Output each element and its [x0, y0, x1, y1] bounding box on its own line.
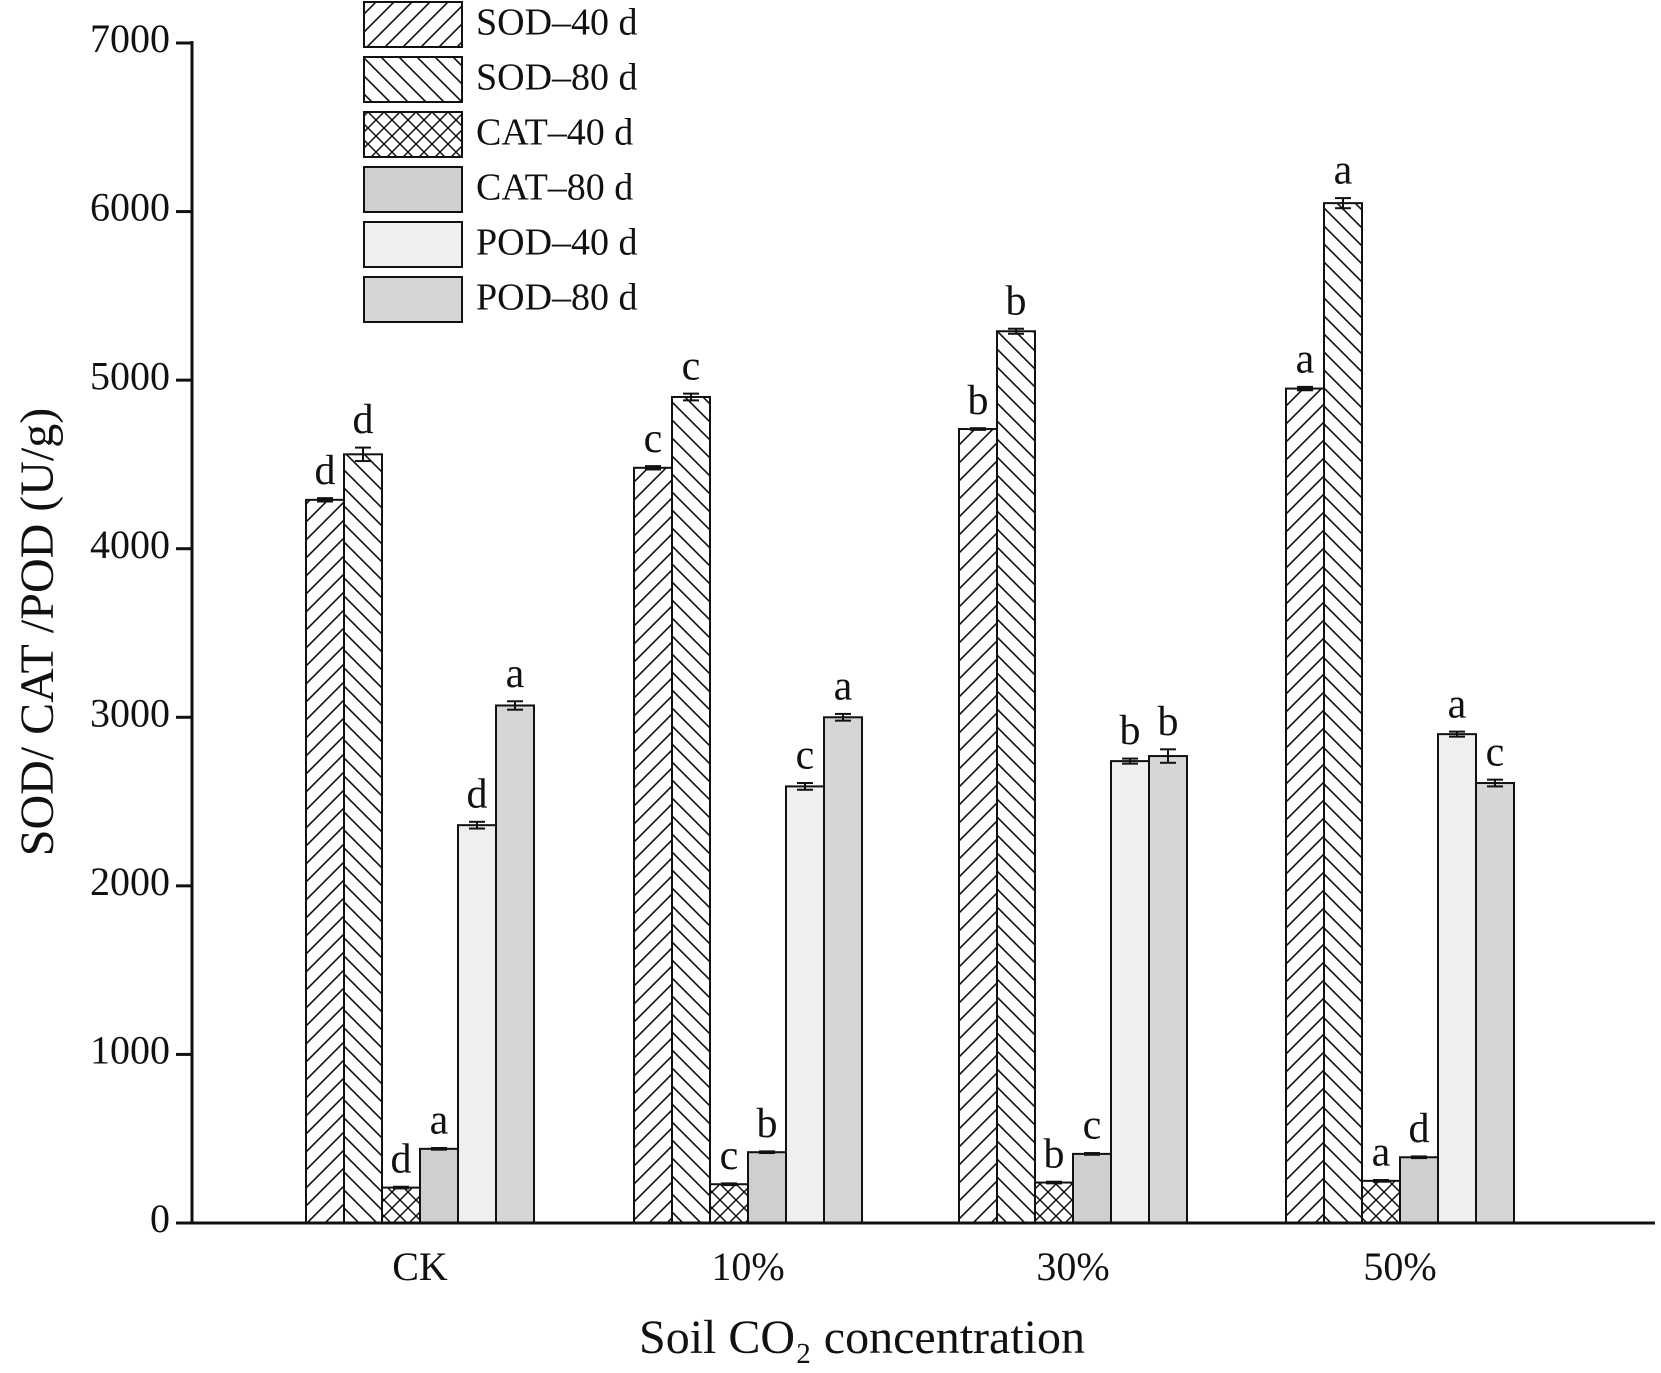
bar [785, 785, 825, 1225]
error-bar [970, 427, 986, 431]
error-bar [683, 392, 699, 402]
bar [1285, 387, 1325, 1225]
bar [1148, 755, 1188, 1224]
bar [419, 1147, 459, 1225]
significance-letter: d [353, 397, 374, 443]
bar [495, 704, 535, 1224]
y-tick-label: 3000 [90, 690, 170, 735]
bar [709, 1183, 749, 1224]
significance-letter: a [1372, 1130, 1391, 1176]
bar [1399, 1156, 1439, 1225]
bar [1034, 1181, 1074, 1224]
significance-letter: a [1334, 148, 1353, 194]
significance-letter: b [1158, 699, 1179, 745]
error-bar [1084, 1152, 1100, 1156]
legend-swatch [363, 221, 463, 268]
y-tick-label: 4000 [90, 522, 170, 567]
significance-letter: c [720, 1133, 739, 1179]
bar [823, 716, 863, 1224]
error-bar [1008, 327, 1024, 335]
error-bar [469, 820, 485, 830]
legend-swatch [363, 276, 463, 323]
error-bar [1046, 1180, 1062, 1185]
y-tick-label: 1000 [90, 1028, 170, 1073]
error-bar [317, 497, 333, 503]
bar [747, 1151, 787, 1224]
legend-label: CAT–40 d [476, 112, 633, 154]
significance-letter: c [1486, 729, 1505, 775]
error-bar [1373, 1179, 1389, 1183]
bar [1475, 782, 1515, 1224]
legend-label: POD–80 d [476, 277, 638, 319]
significance-letter: b [1006, 278, 1027, 324]
significance-letter: b [757, 1101, 778, 1147]
bar [633, 466, 673, 1224]
bar [958, 428, 998, 1224]
significance-letter: a [1296, 337, 1315, 383]
significance-letter: d [1409, 1106, 1430, 1152]
error-bar [1449, 730, 1465, 738]
legend-label: SOD–40 d [476, 2, 638, 44]
significance-letter: c [796, 733, 815, 779]
y-tick-label: 5000 [90, 353, 170, 398]
error-bar [393, 1185, 409, 1190]
significance-letter: a [430, 1098, 449, 1144]
error-bar [835, 712, 851, 722]
bar [1072, 1152, 1112, 1225]
legend-swatch [363, 56, 463, 103]
legend-swatch [363, 1, 463, 48]
x-tick-label: CK [392, 1244, 448, 1289]
error-bar [1335, 197, 1351, 210]
significance-letter: c [644, 416, 663, 462]
error-bar [759, 1150, 775, 1155]
bar [343, 453, 383, 1225]
error-bar [1487, 778, 1503, 788]
bar [1437, 733, 1477, 1225]
error-bar [1411, 1155, 1427, 1160]
error-bar [355, 446, 371, 463]
legend-label: SOD–80 d [476, 57, 638, 99]
bar [305, 498, 345, 1225]
x-tick-label: 30% [1036, 1244, 1109, 1289]
error-bar [431, 1146, 447, 1151]
bar [381, 1186, 421, 1224]
significance-letter: d [467, 771, 488, 817]
error-bar [1160, 748, 1176, 764]
error-bar [507, 700, 523, 711]
significance-letter: b [1044, 1131, 1065, 1177]
significance-letter: b [1120, 708, 1141, 754]
bar [457, 824, 497, 1225]
significance-letter: c [682, 343, 701, 389]
x-axis-title: Soil CO₂ concentration [639, 1311, 1085, 1364]
error-bar [721, 1182, 737, 1187]
significance-letter: a [1448, 681, 1467, 727]
bar [996, 330, 1036, 1224]
legend-label: CAT–80 d [476, 167, 633, 209]
error-bar [1122, 757, 1138, 765]
significance-letter: b [968, 378, 989, 424]
bar [1110, 760, 1150, 1224]
y-tick-label: 0 [150, 1196, 170, 1241]
y-tick-label: 2000 [90, 859, 170, 904]
error-bar [1297, 385, 1313, 392]
y-tick-label: 6000 [90, 185, 170, 230]
significance-letter: c [1083, 1103, 1102, 1149]
bar [1323, 202, 1363, 1224]
y-tick-label: 7000 [90, 16, 170, 61]
legend-swatch [363, 111, 463, 158]
significance-letter: a [506, 651, 525, 697]
legend-label: POD–40 d [476, 222, 638, 264]
error-bar [645, 465, 661, 471]
x-tick-label: 10% [711, 1244, 784, 1289]
legend-swatch [363, 166, 463, 213]
error-bar [797, 782, 813, 791]
significance-letter: a [834, 664, 853, 710]
bar [671, 396, 711, 1224]
y-axis-title: SOD/ CAT /POD (U/g) [11, 408, 64, 857]
x-tick-label: 50% [1363, 1244, 1436, 1289]
significance-letter: d [391, 1136, 412, 1182]
significance-letter: d [315, 448, 336, 494]
bar [1361, 1179, 1401, 1225]
